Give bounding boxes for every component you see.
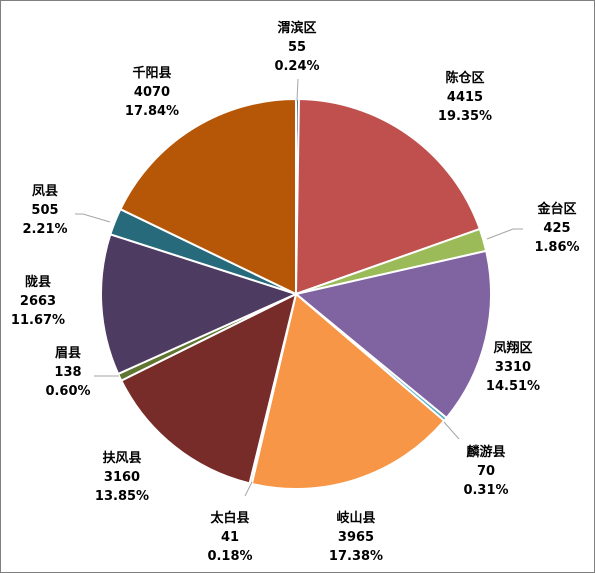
data-label-name: 金台区 — [536, 201, 576, 217]
data-label-value: 2663 — [20, 294, 56, 309]
leader-line-7 — [244, 481, 253, 497]
data-label-percent: 1.86% — [534, 240, 579, 255]
data-label-value: 3965 — [338, 530, 374, 545]
data-label-11: 凤县 505 2.21% — [22, 184, 67, 237]
data-label-name: 扶风县 — [102, 450, 141, 466]
pie-slice-2 — [294, 98, 482, 296]
data-label-7: 太白县 41 0.18% — [207, 510, 252, 564]
pie-slice-8 — [119, 292, 298, 485]
data-label-name: 陈仓区 — [445, 70, 484, 86]
data-label-percent: 2.21% — [22, 222, 67, 237]
data-label-percent: 17.38% — [329, 549, 383, 564]
data-label-percent: 0.31% — [463, 483, 508, 498]
data-label-percent: 0.18% — [207, 549, 252, 564]
data-label-value: 4070 — [134, 85, 170, 100]
data-label-4: 凤翔区 3310 14.51% — [486, 340, 540, 394]
data-label-value: 425 — [543, 221, 570, 236]
leader-line-3 — [486, 228, 523, 240]
data-label-value: 41 — [221, 530, 239, 545]
leader-line-11 — [75, 213, 111, 223]
data-label-8: 扶风县 3160 13.85% — [95, 450, 149, 504]
data-label-name: 麟游县 — [466, 444, 505, 460]
data-label-percent: 19.35% — [438, 109, 492, 124]
data-label-value: 3310 — [495, 360, 531, 375]
data-labels: 渭滨区 55 0.24% 陈仓区 4415 19.35% 金台区 425 1.86% 凤翔区 331… — [11, 20, 580, 564]
data-label-percent: 13.85% — [95, 489, 149, 504]
leader-lines — [75, 78, 523, 497]
data-label-name: 眉县 — [55, 346, 81, 361]
data-label-9: 眉县 138 0.60% — [45, 346, 90, 399]
data-label-12: 千阳县 4070 17.84% — [125, 65, 179, 119]
pie-slice-12 — [119, 97, 297, 296]
pie-slices — [100, 97, 492, 491]
data-label-name: 太白县 — [209, 510, 249, 526]
data-label-5: 麟游县 70 0.31% — [463, 444, 508, 498]
data-label-name: 千阳县 — [132, 65, 171, 81]
data-label-percent: 11.67% — [11, 313, 65, 328]
data-label-name: 凤县 — [32, 184, 58, 199]
data-label-value: 505 — [31, 203, 58, 218]
leader-line-5 — [443, 421, 460, 440]
pie-slice-4 — [293, 249, 492, 420]
data-label-6: 岐山县 3965 17.38% — [329, 510, 383, 564]
data-label-percent: 14.51% — [486, 379, 540, 394]
data-label-1: 渭滨区 55 0.24% — [274, 20, 319, 74]
data-label-value: 3160 — [104, 470, 140, 485]
data-label-name: 凤翔区 — [493, 340, 532, 356]
data-label-value: 70 — [477, 464, 495, 479]
data-label-name: 岐山县 — [336, 510, 375, 526]
data-label-2: 陈仓区 4415 19.35% — [438, 70, 492, 124]
pie-slice-10 — [100, 233, 299, 376]
pie-slice-6 — [250, 292, 446, 491]
data-label-value: 4415 — [447, 90, 483, 105]
data-label-percent: 0.60% — [45, 384, 90, 399]
leader-line-1 — [296, 78, 299, 102]
data-label-value: 138 — [54, 365, 81, 380]
data-label-3: 金台区 425 1.86% — [534, 201, 579, 255]
data-label-percent: 17.84% — [125, 104, 179, 119]
data-label-name: 渭滨区 — [277, 20, 316, 36]
data-label-percent: 0.24% — [274, 59, 319, 74]
data-label-name: 陇县 — [25, 274, 51, 290]
data-label-value: 55 — [288, 40, 306, 55]
data-label-10: 陇县 2663 11.67% — [11, 274, 65, 328]
